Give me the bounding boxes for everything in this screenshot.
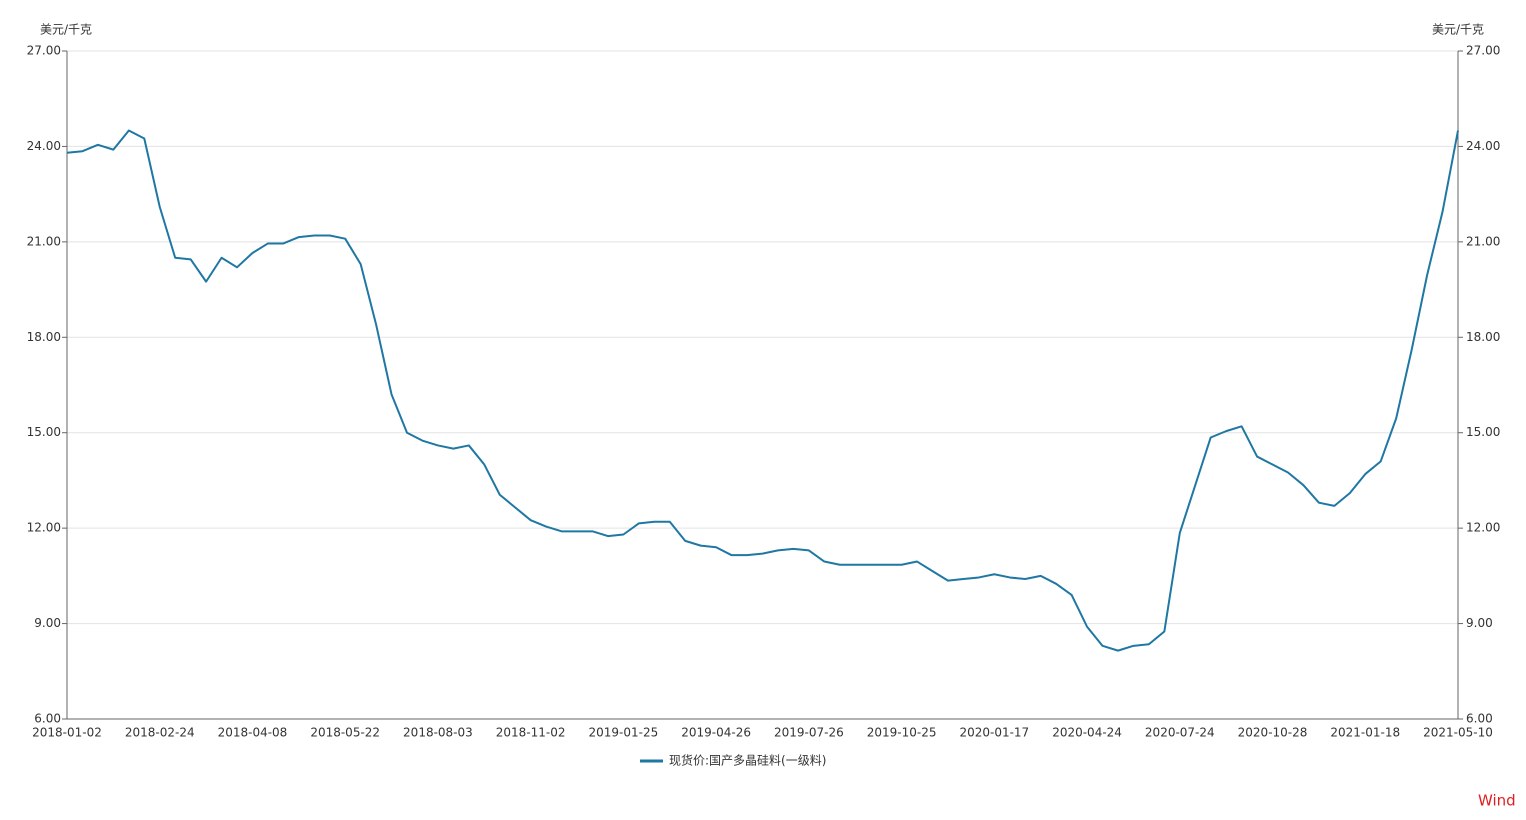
x-tick-label: 2018-04-08 — [218, 726, 288, 740]
x-tick-label: 2020-10-28 — [1238, 726, 1308, 740]
y-tick-label: 6.00 — [34, 712, 61, 726]
x-tick-label: 2018-11-02 — [496, 726, 566, 740]
x-tick-label: 2019-10-25 — [867, 726, 937, 740]
data-line — [66, 129, 1459, 652]
legend-label: 现货价:国产多晶硅料(一级料) — [669, 753, 826, 768]
x-tick-label: 2020-07-24 — [1145, 726, 1215, 740]
y2-tick-label: 21.00 — [1466, 234, 1500, 248]
y2-tick-label: 9.00 — [1466, 616, 1493, 630]
y-tick-label: 9.00 — [34, 616, 61, 630]
x-tick-label: 2021-05-10 — [1423, 726, 1493, 740]
x-tick-label: 2020-04-24 — [1052, 726, 1122, 740]
y-tick-label: 12.00 — [27, 521, 61, 535]
y2-tick-label: 12.00 — [1466, 521, 1500, 535]
x-tick-label: 2021-01-18 — [1330, 726, 1400, 740]
x-tick-label: 2018-05-22 — [310, 726, 380, 740]
source: Wind — [1478, 792, 1516, 810]
y2-tick-label: 24.00 — [1466, 139, 1500, 153]
x-tick-label: 2018-01-02 — [32, 726, 102, 740]
y-tick-label: 21.00 — [27, 234, 61, 248]
y2-tick-label: 6.00 — [1466, 712, 1493, 726]
x-tick-label: 2020-01-17 — [959, 726, 1029, 740]
y-tick-label: 24.00 — [27, 139, 61, 153]
x-tick-label: 2018-08-03 — [403, 726, 473, 740]
y2-tick-label: 18.00 — [1466, 330, 1500, 344]
y2-tick-label: 15.00 — [1466, 425, 1500, 439]
y-tick-label: 15.00 — [27, 425, 61, 439]
x-tick-label: 2019-07-26 — [774, 726, 844, 740]
y2-axis-unit: 美元/千克 — [1432, 23, 1484, 37]
y-axis-unit: 美元/千克 — [40, 23, 92, 37]
y-tick-label: 27.00 — [27, 44, 61, 58]
x-tick-label: 2018-02-24 — [125, 726, 195, 740]
x-tick-label: 2019-04-26 — [681, 726, 751, 740]
x-tick-label: 2019-01-25 — [589, 726, 659, 740]
y-tick-label: 18.00 — [27, 330, 61, 344]
y2-tick-label: 27.00 — [1466, 44, 1500, 58]
